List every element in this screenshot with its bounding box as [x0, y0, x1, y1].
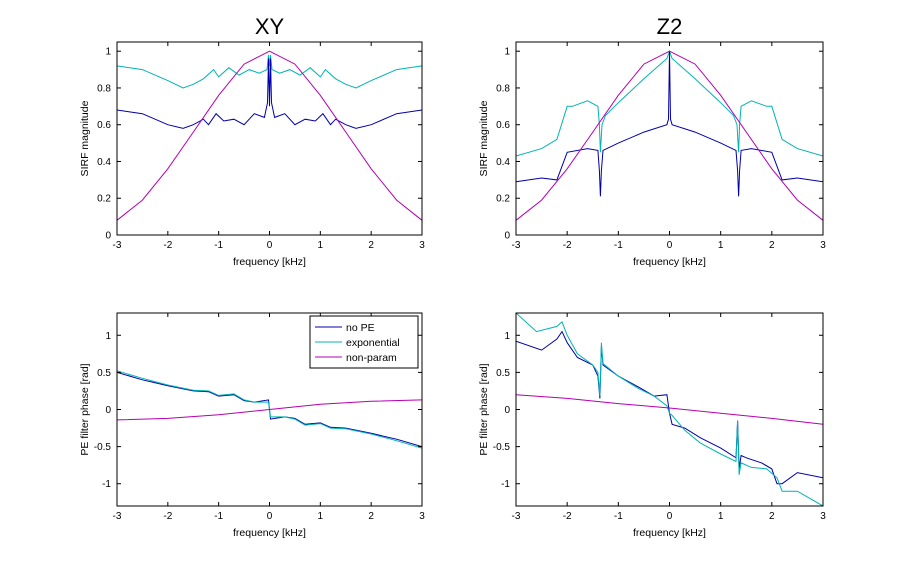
y-tick-label: 0.6: [496, 120, 510, 131]
legend-label: exponential: [346, 337, 400, 349]
z2-phase-chart: -3 -2 -1 0 1 2 3 -1 -0.5 0 0.5 1 frequency [kHz] PE f…: [478, 312, 826, 539]
y-axis-label: SIRF magnitude: [79, 100, 91, 176]
chart-title: XY: [255, 14, 285, 39]
x-tick-label: 2: [368, 511, 374, 522]
x-tick-label: -2: [163, 240, 172, 251]
x-tick-label: 3: [820, 511, 826, 522]
x-tick-label: 0: [667, 240, 673, 251]
x-tick-label: -1: [214, 511, 223, 522]
y-tick-label: -1: [102, 479, 111, 490]
y-tick-label: 0.4: [97, 157, 111, 168]
z2-phase-series: [516, 313, 823, 506]
y-tick-label: 0.8: [496, 83, 510, 94]
x-tick-label: 0: [667, 511, 673, 522]
y-tick-label: 0: [504, 405, 510, 416]
y-tick-label: -0.5: [493, 442, 511, 453]
z2-phase-axes-box: [515, 312, 824, 507]
x-tick-label: -2: [163, 511, 172, 522]
y-tick-label: -0.5: [94, 442, 112, 453]
x-tick-label: 2: [769, 240, 775, 251]
x-axis-label: frequency [kHz]: [633, 527, 706, 539]
x-tick-label: -1: [214, 240, 223, 251]
x-tick-label: -3: [512, 511, 521, 522]
y-tick-label: 0.2: [97, 194, 111, 205]
x-axis-label: frequency [kHz]: [233, 256, 306, 268]
xy-mag-series: [117, 50, 422, 221]
xy-phase-chart: -3 -2 -1 0 1 2 3 -1 -0.5 0 0.5 1 frequency [kHz] PE f…: [79, 312, 425, 539]
x-tick-label: -2: [563, 240, 572, 251]
series-line-exponential: [516, 313, 823, 506]
y-tick-label: 0.6: [97, 120, 111, 131]
y-tick-label: 1: [105, 47, 111, 58]
xy-mag-axes-box: [116, 41, 423, 236]
chart-title: Z2: [657, 14, 683, 39]
x-tick-label: -3: [512, 240, 521, 251]
y-tick-label: -1: [501, 479, 510, 490]
series-line-non-param: [516, 50, 823, 221]
series-line-non-param: [117, 50, 422, 221]
y-tick-label: 0: [105, 231, 111, 242]
y-tick-label: 0: [504, 231, 510, 242]
y-tick-label: 0.5: [496, 368, 510, 379]
x-tick-label: 3: [419, 240, 425, 251]
series-line-exponential: [117, 54, 422, 89]
y-axis-label: PE filter phase [rad]: [79, 363, 91, 455]
x-tick-label: 0: [267, 511, 273, 522]
z2-mag-series: [516, 49, 823, 221]
x-tick-label: 1: [718, 240, 724, 251]
legend: no PE exponential non-param: [309, 315, 419, 369]
y-tick-label: 0.2: [496, 194, 510, 205]
y-tick-label: 1: [105, 331, 111, 342]
y-tick-label: 1: [504, 331, 510, 342]
x-tick-label: -3: [113, 511, 122, 522]
y-tick-label: 0.5: [97, 368, 111, 379]
x-tick-label: 2: [769, 511, 775, 522]
legend-label: no PE: [346, 322, 375, 334]
y-tick-label: 0.8: [97, 83, 111, 94]
xy-mag-chart: -3 -2 -1 0 1 2 3 0 0.2 0.4 0.6 0.8 1 frequency [kHz] S…: [79, 14, 425, 268]
x-tick-label: -3: [113, 240, 122, 251]
x-axis-label: frequency [kHz]: [233, 527, 306, 539]
xy-phase-series: [117, 370, 422, 449]
x-tick-label: 3: [419, 511, 425, 522]
x-axis-label: frequency [kHz]: [633, 256, 706, 268]
y-tick-label: 1: [504, 47, 510, 58]
y-axis-label: SIRF magnitude: [478, 100, 490, 176]
series-line-no-pe: [117, 58, 422, 129]
x-tick-label: -1: [614, 240, 623, 251]
x-tick-label: -1: [614, 511, 623, 522]
x-tick-label: 1: [318, 511, 324, 522]
legend-label: non-param: [346, 352, 397, 364]
x-tick-label: 3: [820, 240, 826, 251]
y-tick-label: 0.4: [496, 157, 510, 168]
series-line-non-param: [117, 399, 422, 421]
z2-mag-chart: -3 -2 -1 0 1 2 3 0 0.2 0.4 0.6 0.8 1 frequency [kHz] S…: [478, 14, 826, 268]
y-tick-label: 0: [105, 405, 111, 416]
x-tick-label: 1: [318, 240, 324, 251]
y-axis-label: PE filter phase [rad]: [478, 363, 490, 455]
x-tick-label: -2: [563, 511, 572, 522]
x-tick-label: 0: [267, 240, 273, 251]
series-line-non-param: [516, 394, 823, 425]
x-tick-label: 2: [368, 240, 374, 251]
x-tick-label: 1: [718, 511, 724, 522]
